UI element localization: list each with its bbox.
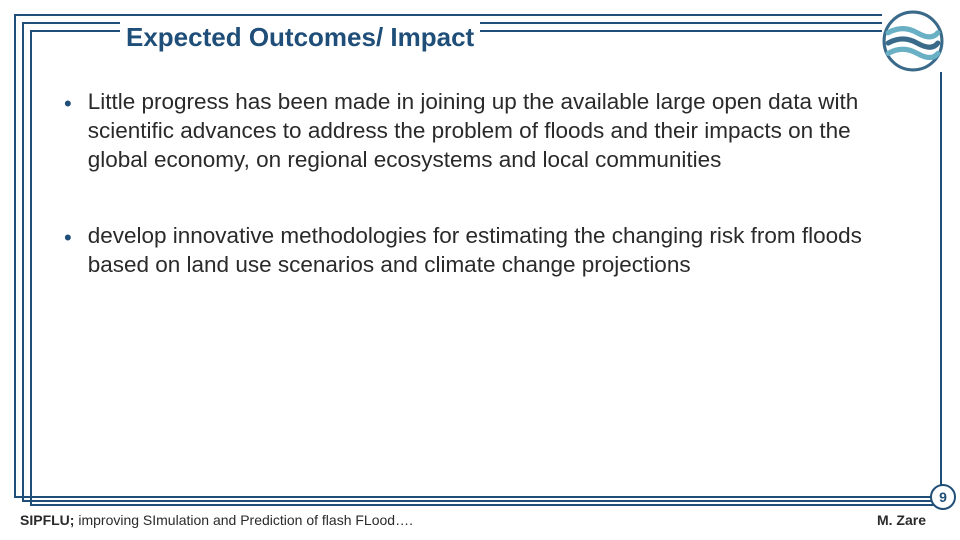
list-item: • Little progress has been made in joini… [64,88,902,174]
page-number: 9 [930,484,956,510]
footer-project: SIPFLU; improving SImulation and Predict… [16,512,417,528]
bullet-list: • Little progress has been made in joini… [64,88,902,328]
bullet-dot-icon: • [64,224,72,252]
bullet-dot-icon: • [64,90,72,118]
footer-author: M. Zare [877,512,926,528]
footer-name: improving SImulation and Prediction of f… [74,512,413,528]
list-item: • develop innovative methodologies for e… [64,222,902,280]
bullet-text: develop innovative methodologies for est… [88,222,902,280]
slide-title: Expected Outcomes/ Impact [120,22,480,53]
bullet-text: Little progress has been made in joining… [88,88,902,174]
logo-icon [882,10,944,72]
footer-abbr: SIPFLU; [20,512,74,528]
